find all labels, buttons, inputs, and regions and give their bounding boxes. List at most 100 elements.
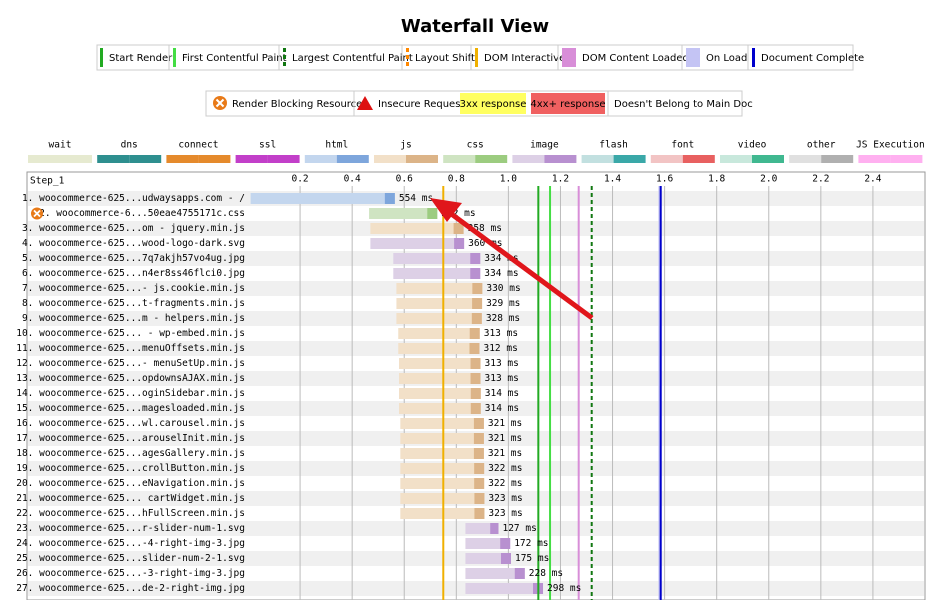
request-bar — [398, 328, 480, 339]
download-bar — [474, 478, 485, 489]
content-type-label: html — [325, 140, 348, 151]
request-bar — [399, 358, 481, 369]
request-label: 27. woocommerce-625...de-2-right-img.jpg — [16, 583, 245, 594]
grid-layer — [299, 186, 874, 600]
x-tick-label: 2.0 — [760, 174, 777, 185]
request-bar — [465, 553, 511, 564]
request-bar — [396, 283, 483, 294]
request-label: 3. woocommerce-625...om - jquery.min.js — [22, 223, 245, 234]
request-bar — [370, 238, 465, 249]
request-legend-label: 3xx response — [460, 99, 527, 110]
request-bar — [400, 478, 485, 489]
content-type-swatch — [129, 155, 162, 163]
label-layer: Step_1 0.2 0.4 0.6 0.8 1.0 1.2 1.4 1.6 1.8 2.0 2.2 2… — [16, 174, 882, 595]
request-label: 19. woocommerce-625...crollButton.min.js — [16, 463, 245, 474]
content-type-swatch — [789, 155, 822, 163]
marker-key — [100, 48, 103, 67]
duration-label: 298 ms — [547, 583, 581, 594]
content-type-label: js — [400, 140, 411, 151]
download-bar — [472, 298, 483, 309]
request-label: 1. woocommerce-625...udwaysapps.com - / — [22, 193, 245, 204]
duration-label: 321 ms — [488, 418, 522, 429]
content-type-label: flash — [599, 140, 628, 151]
download-bar — [472, 283, 483, 294]
request-label: 26. woocommerce-625...-3-right-img-3.jpg — [16, 568, 245, 579]
duration-label: 228 ms — [529, 568, 563, 579]
marker-legend-label: Document Complete — [761, 53, 864, 64]
content-type-swatch — [512, 155, 545, 163]
download-bar — [474, 508, 485, 519]
insecure-icon — [357, 96, 373, 110]
request-bar — [465, 583, 544, 594]
duration-label: 334 ms — [484, 268, 518, 279]
duration-label: 322 ms — [488, 463, 522, 474]
request-label: 8. woocommerce-625...t-fragments.min.js — [22, 298, 245, 309]
duration-label: 334 ms — [484, 253, 518, 264]
request-bar — [396, 298, 483, 309]
content-type-swatch — [97, 155, 130, 163]
content-type-swatch — [304, 155, 337, 163]
content-type-swatch — [198, 155, 231, 163]
x-tick-label: 0.8 — [448, 174, 465, 185]
row-stripe — [28, 221, 924, 236]
page-title: Waterfall View — [401, 16, 549, 37]
request-label: 21. woocommerce-625... cartWidget.min.js — [16, 493, 245, 504]
request-label: 6. woocommerce-625...n4er8ss46flci0.jpg — [22, 268, 245, 279]
x-tick-label: 2.4 — [864, 174, 881, 185]
content-type-swatch — [60, 155, 92, 163]
download-bar — [427, 208, 438, 219]
request-label: 10. woocommerce-625... - wp-embed.min.js — [16, 328, 245, 339]
arrow-head — [430, 198, 462, 222]
download-bar — [454, 238, 465, 249]
content-type-swatch — [166, 155, 199, 163]
content-type-swatch — [443, 155, 476, 163]
x-tick-label: 1.6 — [656, 174, 673, 185]
x-tick-label: 0.2 — [291, 174, 308, 185]
bar-layer — [250, 193, 544, 594]
request-legend-label: 4xx+ response — [530, 99, 605, 110]
content-type-label: JS Execution — [856, 140, 925, 151]
request-label: 15. woocommerce-625...magesloaded.min.js — [16, 403, 245, 414]
request-bar — [399, 403, 481, 414]
content-type-label: video — [738, 140, 767, 151]
duration-label: 175 ms — [515, 553, 549, 564]
download-bar — [470, 403, 481, 414]
request-label: 4. woocommerce-625...wood-logo-dark.svg — [22, 238, 245, 249]
content-type-label: dns — [121, 140, 138, 151]
marker-layer — [442, 186, 662, 600]
request-bar — [400, 448, 484, 459]
request-bar — [400, 463, 485, 474]
download-bar — [473, 448, 484, 459]
request-bar — [393, 253, 481, 264]
duration-label: 330 ms — [486, 283, 520, 294]
download-bar — [453, 223, 464, 234]
download-bar — [470, 388, 481, 399]
step-label: Step_1 — [30, 176, 65, 187]
download-bar — [490, 523, 499, 534]
request-bar — [250, 193, 395, 204]
content-type-label: connect — [178, 140, 218, 151]
marker-key — [686, 48, 700, 67]
content-type-swatch — [475, 155, 508, 163]
duration-label: 323 ms — [488, 493, 522, 504]
content-type-swatch — [374, 155, 406, 163]
content-type-label: other — [807, 140, 836, 151]
download-bar — [514, 568, 525, 579]
download-bar — [474, 493, 485, 504]
duration-label: 313 ms — [485, 373, 519, 384]
request-bar — [399, 388, 481, 399]
download-bar — [469, 343, 480, 354]
duration-label: 329 ms — [486, 298, 520, 309]
marker-legend-label: On Load — [706, 53, 747, 64]
request-bar — [398, 343, 480, 354]
request-bar — [393, 268, 481, 279]
marker-key — [173, 48, 176, 67]
x-tick-label: 1.8 — [708, 174, 725, 185]
blocking-icon-x — [33, 209, 41, 218]
request-bar — [465, 568, 525, 579]
request-label: 22. woocommerce-625...hFullScreen.min.js — [16, 508, 245, 519]
marker-legend-label: Start Render — [109, 53, 173, 64]
request-label: 20. woocommerce-625...eNavigation.min.js — [16, 478, 245, 489]
duration-label: 313 ms — [484, 328, 518, 339]
